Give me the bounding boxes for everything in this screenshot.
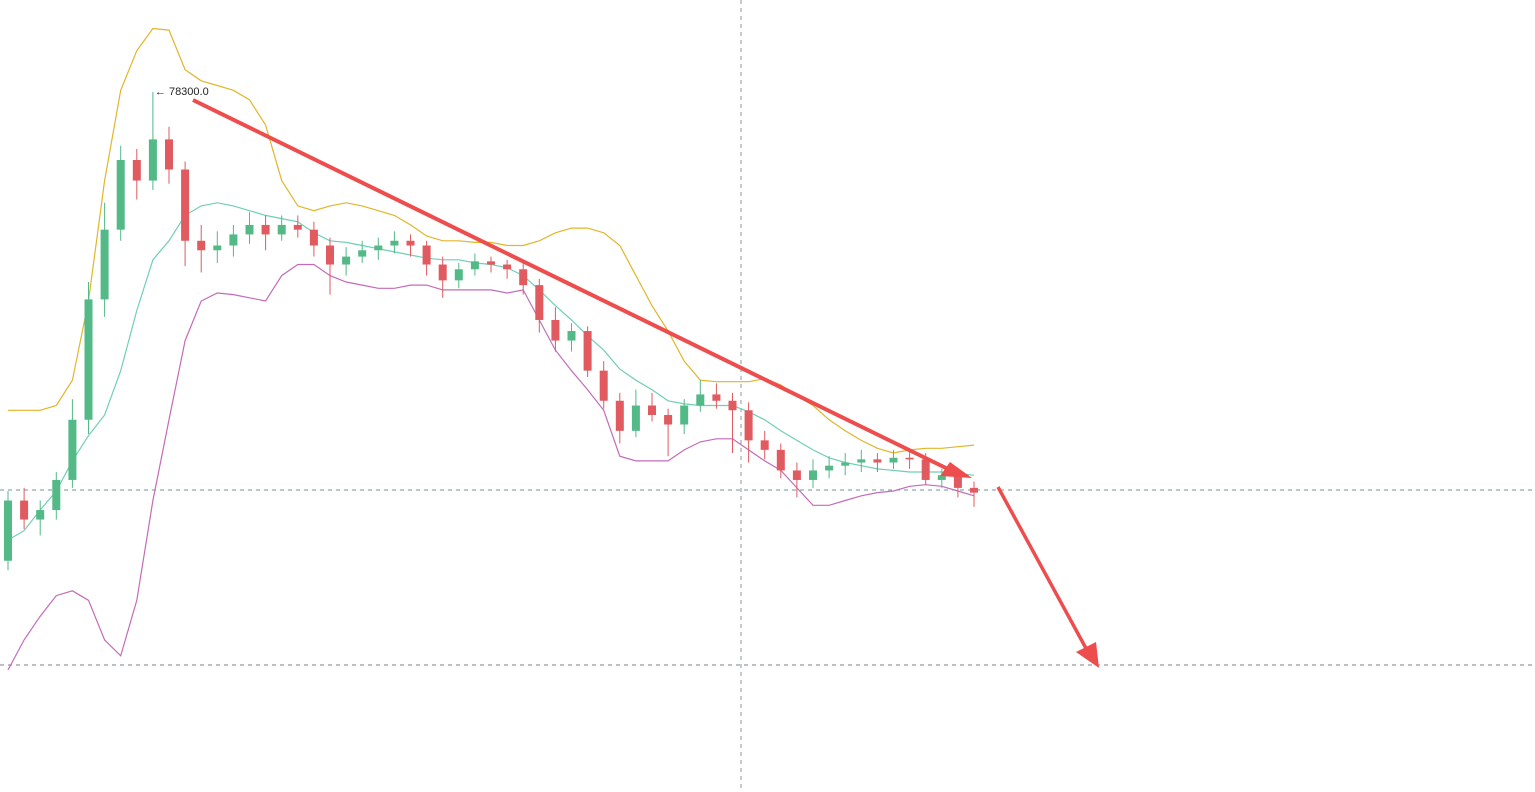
- candle-body: [744, 410, 753, 441]
- candle-body: [712, 394, 721, 401]
- candle-body: [309, 229, 318, 246]
- candle-body: [905, 457, 914, 460]
- candle-body: [631, 405, 640, 431]
- candle-body: [680, 405, 689, 425]
- candle-body: [664, 415, 673, 425]
- candle-body: [197, 240, 206, 251]
- drawn-arrows: [192, 98, 1099, 668]
- trend-arrow-line: [192, 98, 951, 472]
- candle-body: [422, 245, 431, 265]
- candle-body: [809, 470, 817, 480]
- candle-body: [374, 245, 383, 251]
- candle-body: [937, 475, 946, 480]
- candle-body: [4, 500, 12, 561]
- candle-body: [181, 169, 190, 241]
- candle-body: [358, 250, 367, 257]
- candle-body: [889, 457, 898, 463]
- candle-body: [776, 449, 785, 471]
- candle-body: [277, 224, 286, 235]
- candle-body: [36, 510, 45, 520]
- candle-body: [68, 419, 77, 480]
- candle-body: [20, 500, 29, 520]
- plot-area: [4, 27, 978, 671]
- candle-body: [792, 470, 801, 480]
- candle-body: [921, 459, 930, 480]
- candle-body: [615, 400, 624, 431]
- target-arrow-head: [1076, 642, 1099, 668]
- candle-body: [454, 269, 463, 281]
- band-line: [7, 263, 975, 671]
- candle-body: [760, 440, 769, 450]
- candle-body: [438, 264, 447, 281]
- candle-body: [648, 405, 656, 416]
- candle-body: [825, 465, 834, 471]
- candle-body: [213, 245, 222, 251]
- candle-body: [857, 459, 866, 463]
- candle-body: [406, 240, 415, 246]
- band-line: [8, 27, 975, 454]
- candle-body: [696, 394, 705, 406]
- candle-body: [132, 159, 141, 181]
- candle-body: [487, 261, 495, 265]
- trend-arrow-head: [940, 462, 972, 478]
- candle-body: [873, 459, 882, 463]
- candle-body: [84, 299, 93, 420]
- candle-body: [165, 139, 173, 170]
- candle-body: [229, 234, 238, 246]
- candle-body: [245, 224, 254, 235]
- candle-body: [535, 285, 544, 320]
- candle-body: [567, 331, 576, 341]
- candle-body: [953, 475, 962, 488]
- candle-body: [326, 245, 334, 265]
- candle-body: [261, 224, 270, 235]
- candle-body: [116, 159, 125, 230]
- candle-body: [390, 240, 399, 246]
- candle-body: [599, 370, 608, 401]
- target-arrow-line: [996, 486, 1090, 653]
- candle-body: [583, 331, 592, 371]
- candle-body: [970, 487, 978, 493]
- price-annotation: ← 78300.0: [155, 86, 209, 98]
- candle-body: [551, 319, 560, 341]
- candle-body: [148, 139, 157, 181]
- candle-body: [519, 269, 528, 286]
- candle-body: [470, 261, 479, 270]
- candle-body: [100, 229, 109, 300]
- candle-body: [503, 264, 512, 270]
- candle-body: [841, 462, 850, 466]
- candle-body: [342, 256, 351, 265]
- candle-body: [728, 400, 737, 411]
- candle-body: [293, 224, 302, 230]
- candle-body: [52, 479, 61, 511]
